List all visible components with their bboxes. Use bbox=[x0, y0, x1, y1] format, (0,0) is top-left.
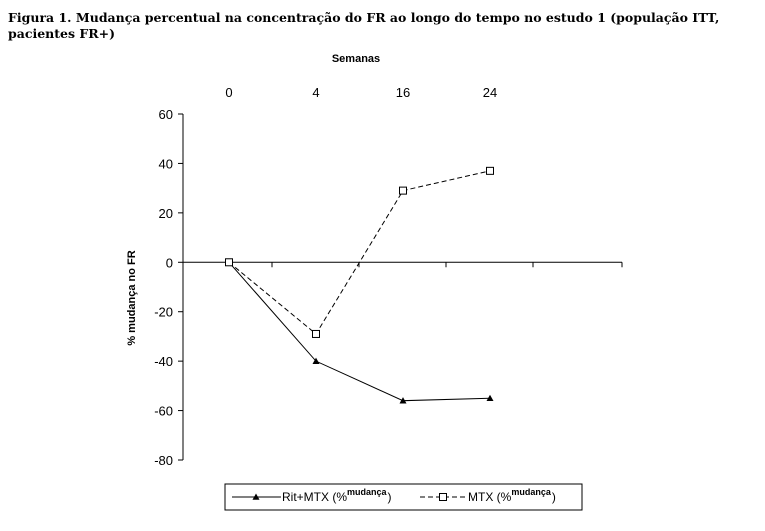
data-point bbox=[486, 166, 494, 175]
x-axis-title: Semanas bbox=[332, 53, 380, 65]
y-tick-label: -20 bbox=[154, 305, 173, 320]
y-tick-label: -60 bbox=[154, 404, 173, 419]
x-tick-labels: 0 4 16 24 bbox=[225, 85, 497, 100]
x-tick-label: 24 bbox=[483, 85, 497, 100]
x-tick-label: 0 bbox=[225, 85, 232, 100]
figure-caption: Figura 1. Mudança percentual na concentr… bbox=[8, 10, 720, 41]
legend-label-superscript: mudança bbox=[347, 487, 388, 497]
x-tick-label: 4 bbox=[312, 85, 319, 100]
data-point bbox=[399, 186, 407, 195]
series-group bbox=[225, 166, 494, 404]
y-tick-label: -80 bbox=[154, 453, 173, 468]
y-tick-labels: 60 40 20 0 -20 -40 -60 -80 bbox=[154, 107, 173, 468]
y-tick-label: 20 bbox=[159, 206, 173, 221]
legend-label: Rit+MTX (% bbox=[282, 490, 347, 504]
x-tick-label: 16 bbox=[396, 85, 410, 100]
legend-label: MTX (% bbox=[468, 490, 512, 504]
legend-label-close: ) bbox=[552, 490, 556, 504]
legend: Rit+MTX (% mudança) MTX (% mudança) bbox=[224, 483, 583, 511]
legend-label-superscript: mudança bbox=[511, 487, 552, 497]
y-axis-title: % mudança no FR bbox=[126, 250, 138, 345]
data-point bbox=[312, 329, 320, 338]
y-tick-label: 60 bbox=[159, 107, 173, 122]
legend-entry: MTX (% mudança) bbox=[420, 487, 556, 504]
chart-axes bbox=[178, 113, 623, 461]
data-point bbox=[486, 394, 494, 402]
y-tick-label: 40 bbox=[159, 156, 173, 171]
series-mtx bbox=[225, 166, 494, 338]
y-tick-label: 0 bbox=[166, 255, 173, 270]
y-tick-label: -40 bbox=[154, 354, 173, 369]
data-point bbox=[252, 493, 260, 500]
series-line bbox=[228, 170, 491, 335]
legend-box bbox=[224, 483, 583, 511]
data-point bbox=[439, 493, 447, 501]
data-point bbox=[312, 357, 320, 364]
legend-entry: Rit+MTX (% mudança) bbox=[232, 487, 392, 504]
data-point bbox=[399, 397, 407, 404]
series-rit-mtx bbox=[225, 258, 494, 404]
legend-label-close: ) bbox=[388, 490, 392, 504]
data-point bbox=[225, 258, 233, 267]
series-line bbox=[228, 261, 491, 402]
